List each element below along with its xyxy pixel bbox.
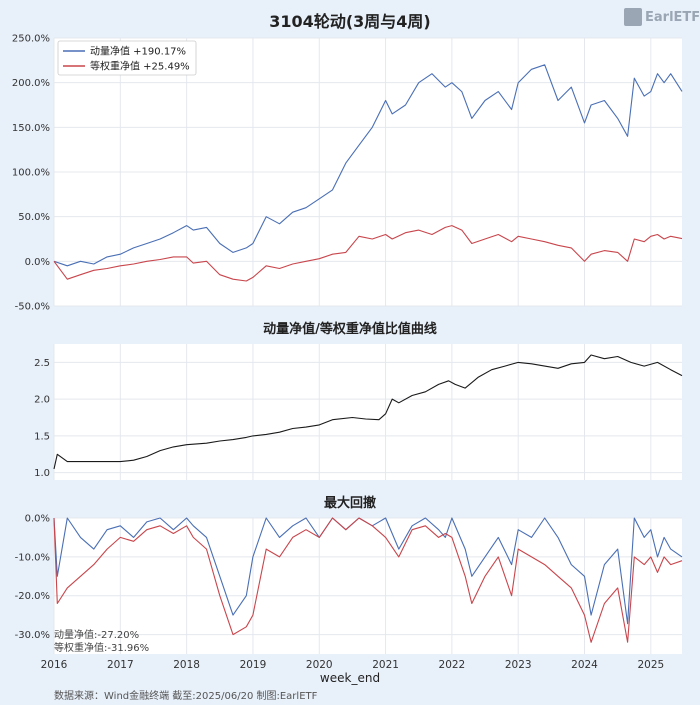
series-line-1-1 [53,64,683,267]
series-line-3-2 [53,517,683,643]
y-tick-label: -20.0% [15,591,50,602]
logo: EarlETF [624,6,700,28]
x-tick-label: 2016 [41,659,68,671]
x-tick-label: 2023 [505,659,532,671]
y-tick-label: 0.0% [25,257,50,268]
logo-text: EarlETF [645,9,700,25]
y-tick-label: -50.0% [15,302,50,313]
x-tick-label: 2022 [439,659,466,671]
logo-mark-icon [624,8,642,26]
y-tick-label: -10.0% [15,552,50,563]
series-line-2-1 [53,354,683,470]
y-tick-label: 50.0% [18,212,50,223]
x-tick-label: 2020 [306,659,333,671]
y-tick-label: -30.0% [15,630,50,641]
y-tick-label: 0.0% [25,514,50,525]
y-tick-label: 1.0 [34,468,50,479]
plot-area-2 [54,344,682,480]
legend-label-momentum: 动量净值 +190.17% [90,45,186,58]
panel-title: 最大回撤 [324,495,376,511]
plot-area-3 [54,518,682,654]
annotation-equal-drawdown: 等权重净值:-31.96% [54,641,149,654]
y-tick-label: 2.0 [34,395,50,406]
x-tick-label: 2018 [173,659,200,671]
annotation-momentum-drawdown: 动量净值:-27.20% [54,628,139,641]
source-note: 数据来源：Wind金融终端 截至:2025/06/20 制图:EarlETF [54,691,318,702]
series-line-3-1 [53,517,683,625]
legend-label-equal: 等权重净值 +25.49% [90,60,190,73]
x-tick-label: 2021 [372,659,399,671]
y-tick-label: 250.0% [12,34,50,45]
chart-title: 3104轮动(3周与4周) [269,12,431,31]
legend-box [57,40,197,76]
y-tick-label: 1.5 [34,431,50,442]
y-tick-label: 150.0% [12,123,50,134]
panel-title: 动量净值/等权重净值比值曲线 [263,321,437,337]
x-tick-label: 2024 [571,659,598,671]
series-line-1-2 [53,225,683,282]
y-tick-label: 2.5 [34,358,50,369]
x-tick-label: 2025 [637,659,664,671]
y-tick-label: 200.0% [12,78,50,89]
x-tick-label: 2019 [240,659,267,671]
y-tick-label: 100.0% [12,168,50,179]
x-tick-label: 2017 [107,659,134,671]
x-axis-label: week_end [319,671,381,685]
